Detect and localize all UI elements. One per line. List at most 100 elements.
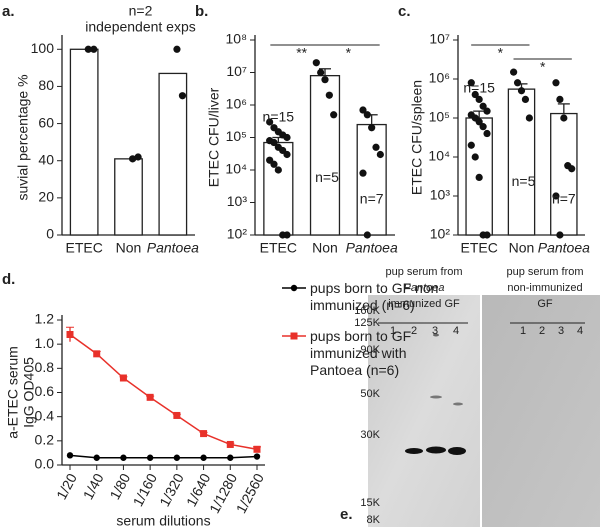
x-tick-label: Non — [312, 240, 338, 256]
y-tick-label: 0.0 — [35, 456, 55, 472]
series-line — [69, 333, 258, 451]
y-tick-label: 10² — [227, 226, 248, 242]
y-axis-label: suvial percentage % — [15, 74, 31, 200]
marker — [173, 454, 181, 461]
panel-label: a. — [2, 3, 15, 20]
panel-label: c. — [398, 3, 411, 20]
data-point — [568, 165, 576, 173]
data-point — [521, 95, 530, 103]
data-point — [479, 102, 487, 110]
data-point — [317, 68, 325, 77]
data-point — [173, 45, 181, 53]
data-point — [283, 133, 291, 142]
y-tick-label: 10⁷ — [429, 31, 450, 47]
marker — [93, 350, 101, 358]
data-point — [312, 59, 320, 67]
marker-label: 125K — [354, 317, 380, 329]
series-line — [69, 454, 258, 459]
marker-label: 15K — [360, 497, 380, 509]
marker — [120, 454, 127, 461]
n-label: n=5 — [512, 173, 536, 189]
marker — [173, 411, 181, 419]
marker — [93, 454, 100, 461]
blot-title: GF — [537, 298, 553, 310]
x-tick-label: Non — [116, 240, 142, 256]
blot-membrane — [482, 295, 600, 527]
data-point — [359, 106, 367, 114]
lane-label: 1 — [390, 325, 396, 337]
marker — [119, 374, 127, 382]
data-point — [134, 153, 142, 161]
y-tick-label: 10² — [430, 226, 451, 242]
legend-marker — [290, 284, 298, 292]
marker — [146, 454, 154, 461]
x-tick-label: 1/40 — [80, 470, 107, 502]
data-point — [471, 153, 479, 161]
data-point — [283, 231, 291, 239]
blot-title: immunized GF — [388, 298, 460, 310]
x-tick-label: 1/20 — [53, 470, 80, 502]
legend-label: pups born to GF immunized with Pantoea (… — [310, 328, 412, 378]
data-point — [510, 68, 518, 76]
x-tick-label: Pantoea — [346, 240, 398, 256]
legend-entry: pups born to GF non immunized (n=6) — [310, 280, 439, 313]
data-point — [274, 166, 282, 174]
data-point — [325, 91, 333, 99]
panel-label: e. — [340, 506, 353, 523]
data-point — [84, 45, 92, 53]
annotation: n=2 — [129, 3, 153, 19]
n-label: n=7 — [360, 191, 384, 207]
bar — [356, 123, 387, 236]
data-point — [90, 45, 98, 53]
data-point — [129, 155, 137, 163]
legend-label: pups born to GF non immunized (n=6) — [310, 280, 439, 313]
data-point — [471, 90, 479, 99]
data-point — [552, 79, 560, 87]
data-point — [475, 118, 483, 126]
panel-label: b. — [195, 3, 208, 20]
data-point — [483, 231, 491, 239]
y-tick-label: 40 — [38, 151, 54, 167]
marker — [253, 453, 261, 460]
data-point — [552, 192, 560, 200]
x-axis-label: serum dilutions — [116, 513, 210, 529]
data-point — [467, 141, 475, 149]
n-label: n=5 — [315, 169, 339, 185]
y-tick-label: 10⁵ — [226, 128, 247, 144]
data-point — [556, 231, 564, 239]
bar — [507, 88, 536, 236]
data-point — [270, 160, 278, 168]
y-tick-label: 10⁶ — [429, 70, 450, 86]
blot-title: pup serum from — [506, 266, 583, 278]
data-point — [266, 118, 274, 126]
y-tick-label: 10³ — [227, 193, 248, 209]
marker — [146, 393, 154, 401]
y-tick-label: 0.2 — [35, 432, 55, 448]
significance-label: * — [498, 45, 504, 61]
data-point — [368, 124, 376, 132]
x-tick-label: ETEC — [65, 240, 102, 256]
y-axis-label: a-ETEC serum — [5, 346, 21, 439]
y-tick-label: 10⁵ — [429, 109, 450, 125]
panel-label: d. — [2, 271, 15, 288]
data-point — [359, 169, 367, 177]
x-tick-label: 1/80 — [106, 470, 133, 502]
y-tick-label: 10⁷ — [226, 63, 247, 79]
n-label: n=15 — [263, 109, 295, 125]
marker — [226, 440, 234, 448]
n-label: n=15 — [463, 79, 495, 95]
y-tick-label: 1.2 — [35, 311, 55, 327]
data-point — [363, 111, 371, 119]
bar — [69, 48, 99, 236]
x-tick-label: 1/160 — [129, 470, 160, 509]
x-tick-label: Non — [509, 240, 535, 256]
blot-membrane — [368, 295, 480, 527]
y-axis-label: ETEC CFU/liver — [206, 87, 222, 187]
data-point — [283, 150, 291, 159]
data-point — [363, 231, 371, 239]
lane-label: 3 — [432, 325, 438, 337]
lane-label: 2 — [411, 325, 417, 337]
data-point — [475, 95, 483, 103]
data-point — [330, 111, 338, 119]
data-point — [483, 129, 491, 138]
